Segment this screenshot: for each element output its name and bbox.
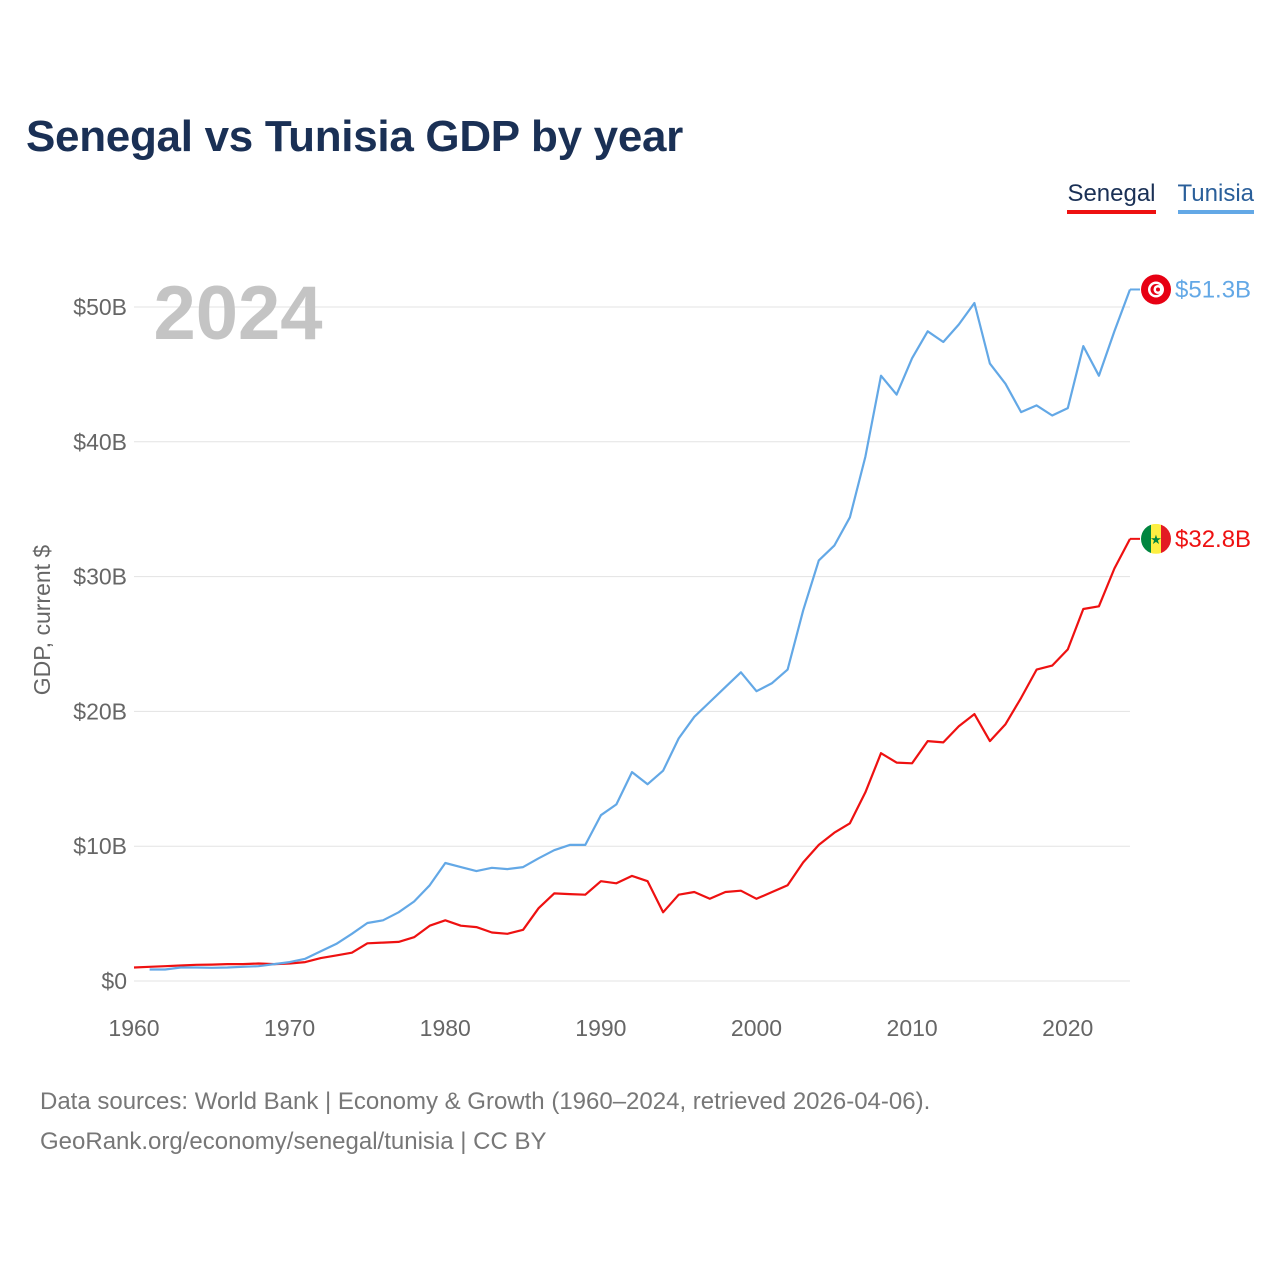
axes: $0 $10B $20B $30B $40B $50B 1960 1970 1980 1990 20… (73, 294, 1093, 1041)
end-value-label-tunisia: $51.3B (1175, 276, 1251, 303)
flag-senegal-icon: ★ (1141, 523, 1171, 554)
y-tick-label: $40B (73, 429, 127, 455)
series-lines (133, 289, 1132, 971)
footer: Data sources: World Bank | Economy & Gro… (40, 1082, 930, 1162)
x-tick-label: 1990 (575, 1015, 626, 1041)
flag-tunisia-icon (1141, 274, 1171, 305)
y-tick-label: $30B (73, 564, 127, 590)
y-axis-title: GDP, current $ (29, 545, 55, 696)
series-line-senegal (133, 538, 1131, 969)
x-tick-label: 2000 (731, 1015, 782, 1041)
x-tick-label: 2010 (887, 1015, 938, 1041)
grid-lines (134, 306, 1130, 982)
legend-item-senegal[interactable]: Senegal (1067, 180, 1156, 214)
x-tick-label: 1960 (108, 1015, 159, 1041)
y-tick-label: $0 (101, 968, 127, 994)
end-value-label-senegal: $32.8B (1175, 526, 1251, 553)
attribution-text[interactable]: GeoRank.org/economy/senegal/tunisia | CC… (40, 1128, 547, 1155)
x-tick-label: 1970 (264, 1015, 315, 1041)
y-tick-label: $20B (73, 698, 127, 724)
line-chart: 2024 $0 $10B $20B $30B $40B $50B 1960 1970 1980 1… (29, 271, 1251, 1041)
year-watermark: 2024 (153, 271, 322, 356)
x-tick-label: 1980 (420, 1015, 471, 1041)
page-title: Senegal vs Tunisia GDP by year (26, 112, 683, 161)
svg-text:★: ★ (1150, 533, 1162, 548)
y-tick-label: $50B (73, 294, 127, 320)
legend: Senegal Tunisia (1067, 180, 1254, 214)
series-line-tunisia (149, 289, 1132, 971)
legend-item-tunisia[interactable]: Tunisia (1177, 180, 1254, 214)
end-labels: ★ $32.8B $51.3B (1130, 274, 1251, 554)
y-tick-label: $10B (73, 833, 127, 859)
x-tick-label: 2020 (1042, 1015, 1093, 1041)
data-source-text: Data sources: World Bank | Economy & Gro… (40, 1088, 931, 1115)
